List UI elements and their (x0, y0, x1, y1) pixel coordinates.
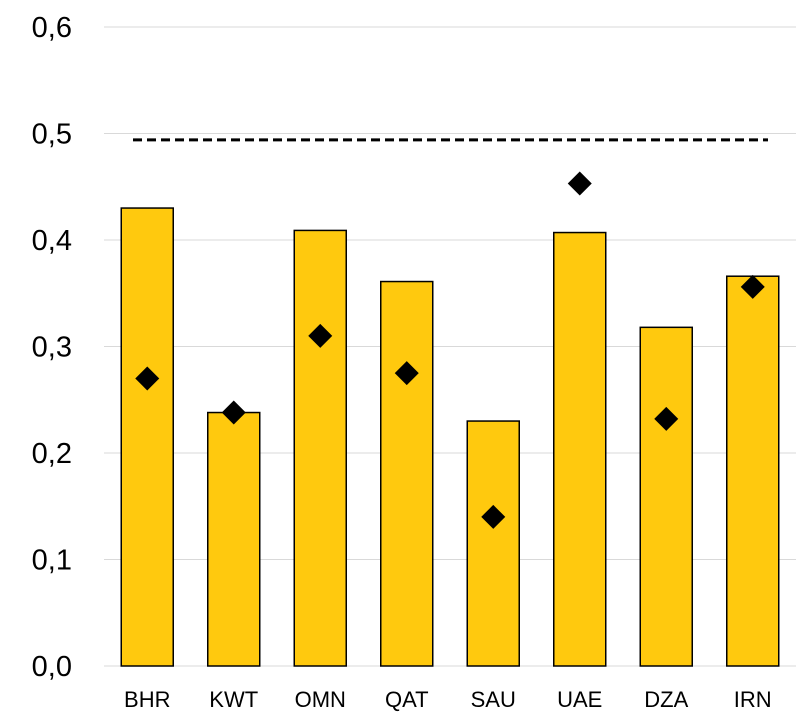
x-tick-label: KWT (209, 687, 258, 712)
bar-irn (726, 275, 780, 667)
marker-qat (394, 361, 419, 386)
bar-sau (466, 420, 520, 667)
x-tick-label: DZA (644, 687, 688, 712)
markers (135, 171, 765, 529)
marker-sau (481, 504, 506, 529)
marker-kwt (221, 400, 246, 425)
marker-irn (740, 274, 765, 299)
bar-qat (380, 280, 434, 667)
y-tick-label: 0,5 (32, 119, 72, 151)
y-axis-tick-labels: 0,0 0,1 0,2 0,3 0,4 0,5 0,6 (32, 12, 72, 683)
x-tick-label: QAT (385, 687, 429, 712)
y-tick-label: 0,6 (32, 12, 72, 44)
bar-omn (293, 229, 347, 667)
x-tick-label: IRN (734, 687, 772, 712)
marker-bhr (135, 366, 160, 391)
bar-bhr (120, 207, 174, 667)
bars (120, 207, 780, 667)
x-tick-label: UAE (557, 687, 602, 712)
bar-dza (639, 326, 693, 667)
y-tick-label: 0,4 (32, 225, 72, 257)
y-tick-label: 0,2 (32, 438, 72, 470)
y-tick-label: 0,3 (32, 332, 72, 364)
bar-kwt (207, 411, 261, 667)
bar-uae (553, 231, 607, 667)
x-tick-label: OMN (295, 687, 346, 712)
marker-omn (308, 323, 333, 348)
x-tick-label: BHR (124, 687, 170, 712)
marker-uae (567, 171, 592, 196)
marker-dza (654, 406, 679, 431)
y-tick-label: 0,0 (32, 651, 72, 683)
y-tick-label: 0,1 (32, 545, 72, 577)
x-tick-label: SAU (471, 687, 516, 712)
x-axis-tick-labels: BHR KWT OMN QAT SAU UAE DZA IRN (124, 687, 772, 712)
